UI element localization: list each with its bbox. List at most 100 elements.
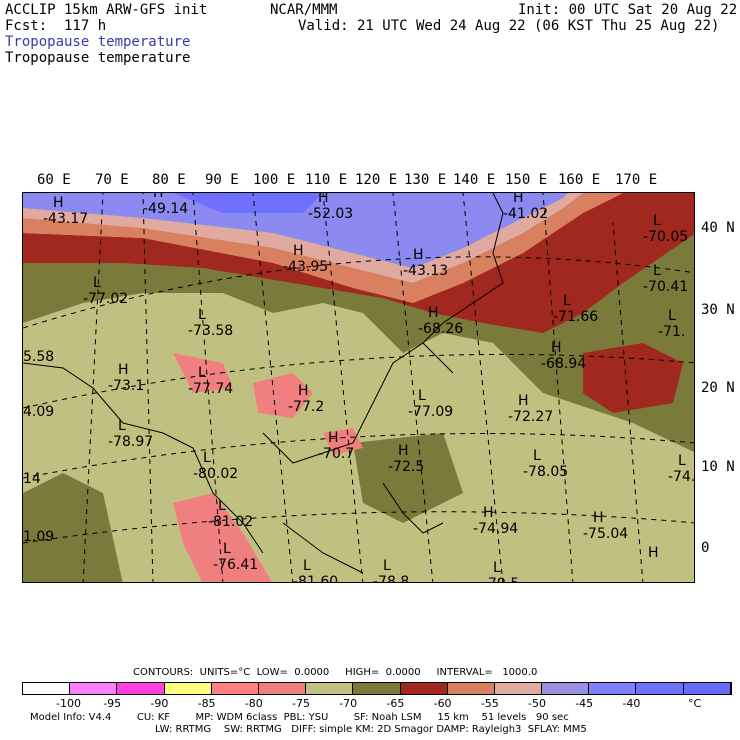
colorbar-swatch xyxy=(494,683,543,694)
colorbar-swatch xyxy=(636,683,684,694)
colorbar-swatch xyxy=(542,683,590,694)
hl-marker: L xyxy=(533,448,541,464)
hl-marker: L xyxy=(653,213,661,229)
colorbar-tick-label: -90 xyxy=(150,697,169,710)
olive-patch-sw xyxy=(23,473,123,582)
hl-marker: L xyxy=(218,498,226,514)
hl-value: -71. xyxy=(658,324,685,340)
hl-marker: L xyxy=(198,365,206,381)
hl-value: -72.5 xyxy=(388,459,424,475)
hl-value: -52.03 xyxy=(308,206,353,222)
hl-marker: L xyxy=(303,558,311,574)
hl-marker: L xyxy=(493,560,501,576)
contours-info: CONTOURS: UNITS=°C LOW= 0.0000 HIGH= 0.0… xyxy=(133,667,538,678)
graticule xyxy=(23,193,694,582)
lon-label: 110 E xyxy=(305,172,348,188)
hl-value: -70.7 xyxy=(318,446,354,462)
hl-value: -78.97 xyxy=(108,434,153,450)
hl-value: 14 xyxy=(23,471,41,487)
lon-label: 170 E xyxy=(615,172,658,188)
center-name: NCAR/MMM xyxy=(270,2,338,18)
forecast-hour: Fcst: 117 h xyxy=(5,18,107,34)
colorbar-swatch xyxy=(211,683,259,694)
hl-value: -43.95 xyxy=(283,259,328,275)
colorbar xyxy=(22,682,732,695)
tropopause-temperature-map: H-43.17H-49.14H-52.03H-41.02H-43.95H-43.… xyxy=(23,193,695,583)
valid-time: Valid: 21 UTC Wed 24 Aug 22 (06 KST Thu … xyxy=(298,18,720,34)
hl-value: -70.05 xyxy=(643,229,688,245)
colorbar-swatch xyxy=(117,683,165,694)
hl-value: -76.41 xyxy=(213,557,258,573)
hl-value: -41.02 xyxy=(503,206,548,222)
hl-marker: H xyxy=(518,393,529,409)
lon-label: 150 E xyxy=(505,172,548,188)
hl-value: -79.5 xyxy=(483,576,519,583)
hl-marker: L xyxy=(418,388,426,404)
hl-value: -77.09 xyxy=(408,404,453,420)
hl-value: -77.2 xyxy=(288,399,324,415)
hl-value: 1.09 xyxy=(23,529,54,545)
lon-label: 100 E xyxy=(253,172,296,188)
red-band xyxy=(23,193,694,333)
lon-label: 130 E xyxy=(404,172,447,188)
lon-label: 140 E xyxy=(453,172,496,188)
highs-lows: H-43.17H-49.14H-52.03H-41.02H-43.95H-43.… xyxy=(23,193,695,583)
lon-label: 160 E xyxy=(558,172,601,188)
hl-marker: L xyxy=(198,307,206,323)
hl-marker: H xyxy=(298,383,309,399)
hl-marker: H xyxy=(118,362,129,378)
blue-core xyxy=(173,193,323,213)
model-title: ACCLIP 15km ARW-GFS init xyxy=(5,2,208,18)
hl-marker: H xyxy=(328,430,339,446)
colorbar-tick-label: -75 xyxy=(292,697,310,710)
hl-value: -68.26 xyxy=(418,321,463,337)
hl-marker: H xyxy=(293,243,304,259)
hl-value: -77.02 xyxy=(83,291,128,307)
coral-patch-3 xyxy=(173,493,272,582)
colorbar-swatch xyxy=(258,683,307,694)
hl-marker: L xyxy=(563,293,571,309)
pink-band xyxy=(23,193,583,283)
colorbar-swatch xyxy=(400,683,448,694)
coastline-5 xyxy=(282,522,364,574)
coastline-3 xyxy=(422,342,454,374)
hl-marker: H xyxy=(593,510,604,526)
hl-marker: L xyxy=(653,263,661,279)
hl-value: -73.1 xyxy=(108,378,144,394)
hl-marker: H xyxy=(318,193,329,206)
init-time: Init: 00 UTC Sat 20 Aug 22 xyxy=(518,2,738,18)
red-patch-pacific xyxy=(583,343,683,413)
colorbar-tick-label: -100 xyxy=(56,697,81,710)
lon-label: 120 E xyxy=(355,172,398,188)
colorbar-swatch xyxy=(353,683,401,694)
hl-value: -81.02 xyxy=(208,514,253,530)
map-panel: H -43.17 H -49.14 H -52.03 H -41.02 H -43.95 H -43.… xyxy=(22,192,695,583)
lon-label: 70 E xyxy=(95,172,129,188)
hl-value: -77.74 xyxy=(188,381,233,397)
coastline-4 xyxy=(382,482,444,534)
colorbar-swatch xyxy=(164,683,212,694)
colorbar-unit: °C xyxy=(688,697,702,710)
hl-value: -78.05 xyxy=(523,464,568,480)
model-info-line2: LW: RRTMG SW: RRTMG DIFF: simple KM: 2D … xyxy=(155,724,587,735)
colorbar-tick-label: -55 xyxy=(480,697,499,710)
colorbar-tick-label: -40 xyxy=(622,697,641,710)
colorbar-tick-label: -45 xyxy=(575,697,594,710)
hl-value: -74.99 xyxy=(668,469,695,485)
coral-patch-1 xyxy=(253,373,313,418)
hl-marker: H xyxy=(413,247,424,263)
hl-marker: H xyxy=(513,193,524,206)
hl-value: -74.94 xyxy=(473,521,518,537)
blue-region xyxy=(23,193,568,268)
colorbar-swatch xyxy=(447,683,495,694)
colorbar-tick-label: -70 xyxy=(339,697,358,710)
hl-value: -72.27 xyxy=(508,409,553,425)
hl-marker: H xyxy=(483,505,494,521)
hl-marker: H xyxy=(153,193,164,201)
coastline-1 xyxy=(23,362,264,554)
hl-marker: H xyxy=(551,340,562,356)
hl-marker: L xyxy=(383,558,391,574)
lat-label: 10 N xyxy=(701,459,735,475)
colorbar-swatch xyxy=(589,683,637,694)
hl-value: -43.13 xyxy=(403,263,448,279)
